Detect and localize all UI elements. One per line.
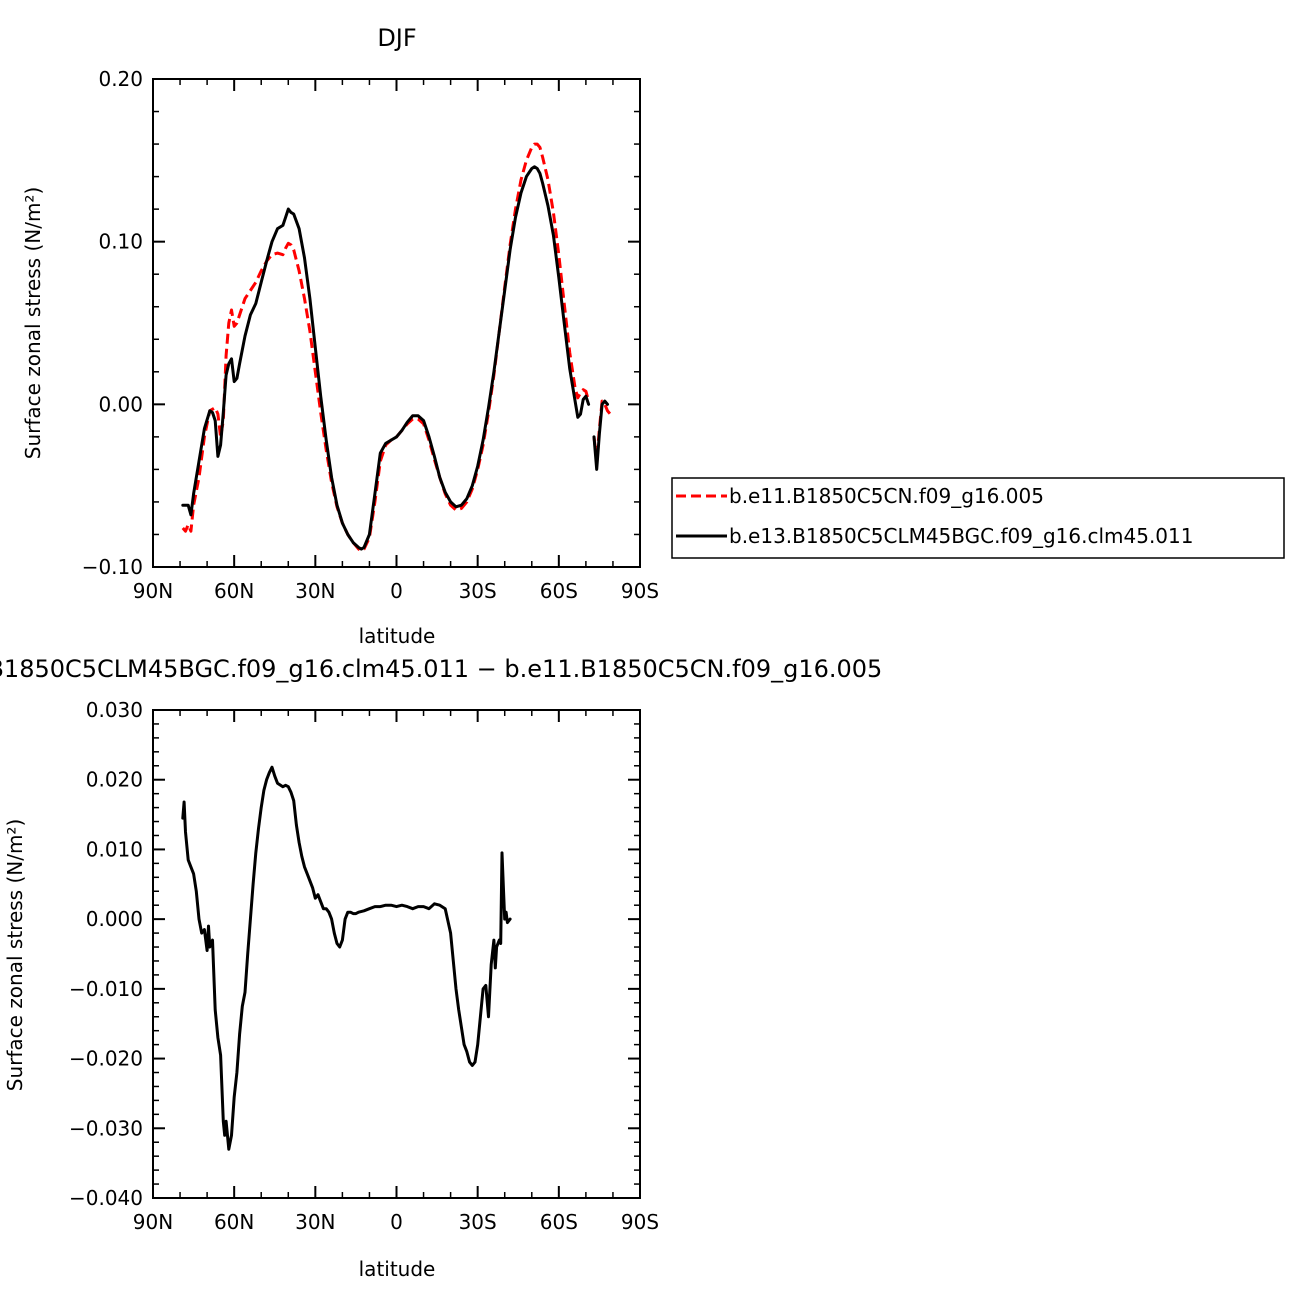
top-y-axis-label: Surface zonal stress (N/m²) — [21, 187, 45, 459]
bottom-y-tick-label: 0.010 — [86, 837, 143, 861]
bottom-panel: b.e13.B1850C5CLM45BGC.f09_g16.clm45.011 … — [0, 655, 882, 1281]
bottom-x-tick-label: 0 — [390, 1210, 403, 1234]
top-x-tick-label: 90N — [133, 579, 173, 603]
top-y-tick-label: 0.00 — [98, 392, 143, 416]
bottom-x-tick-label: 30S — [459, 1210, 497, 1234]
bottom-y-axis-label: Surface zonal stress (N/m²) — [3, 819, 27, 1091]
top-plot-frame — [152, 78, 641, 568]
bottom-y-tick-label: 0.030 — [86, 698, 143, 722]
bottom-y-tick-label: −0.030 — [69, 1116, 143, 1140]
bottom-series-0-line — [181, 765, 512, 1151]
bottom-tick-labels: 90N 60N 30N 0 30S 60S 90S 0.030 0.020 0.010 0.000 −… — [69, 698, 659, 1234]
bottom-series-lines — [181, 765, 512, 1151]
top-series-1-line — [592, 399, 609, 471]
bottom-x-tick-label: 60S — [540, 1210, 578, 1234]
bottom-y-tick-label: −0.010 — [69, 977, 143, 1001]
bottom-y-tick-label: 0.000 — [86, 907, 143, 931]
top-x-tick-label: 30N — [295, 579, 335, 603]
top-y-tick-label: 0.10 — [98, 230, 143, 254]
bottom-plot-frame — [152, 709, 641, 1199]
top-x-tick-label: 60S — [540, 579, 578, 603]
top-y-tick-label: −0.10 — [82, 555, 143, 579]
bottom-chart-title: b.e13.B1850C5CLM45BGC.f09_g16.clm45.011 … — [0, 655, 882, 683]
legend-entry-ctl: b.e11.B1850C5CN.f09_g16.005 — [729, 484, 1044, 508]
bottom-y-tick-label: −0.040 — [69, 1186, 143, 1210]
top-x-tick-label: 0 — [390, 579, 403, 603]
top-tick-labels: 90N 60N 30N 0 30S 60S 90S 0.20 0.10 0.00 −0.10 — [82, 67, 659, 603]
top-chart-title: DJF — [377, 24, 416, 52]
top-x-tick-label: 90S — [621, 579, 659, 603]
bottom-x-tick-label: 90N — [133, 1210, 173, 1234]
top-x-axis-label: latitude — [359, 624, 436, 648]
legend-entry-exp: b.e13.B1850C5CLM45BGC.f09_g16.clm45.011 — [729, 524, 1193, 548]
bottom-x-tick-label: 30N — [295, 1210, 335, 1234]
legend: b.e11.B1850C5CN.f09_g16.005 b.e13.B1850C… — [671, 477, 1285, 559]
top-x-tick-label: 30S — [459, 579, 497, 603]
bottom-y-tick-label: −0.020 — [69, 1047, 143, 1071]
top-panel: DJF Surface zonal stress (N/m²) latitude… — [21, 24, 1285, 648]
bottom-x-tick-label: 90S — [621, 1210, 659, 1234]
top-series-lines — [181, 142, 612, 553]
bottom-x-tick-label: 60N — [214, 1210, 254, 1234]
top-x-tick-label: 60N — [214, 579, 254, 603]
legend-box — [671, 477, 1285, 559]
top-y-tick-label: 0.20 — [98, 67, 143, 91]
top-series-0-line — [181, 142, 591, 553]
bottom-x-axis-label: latitude — [359, 1257, 436, 1281]
top-series-1-line — [181, 165, 591, 551]
bottom-y-tick-label: 0.020 — [86, 768, 143, 792]
